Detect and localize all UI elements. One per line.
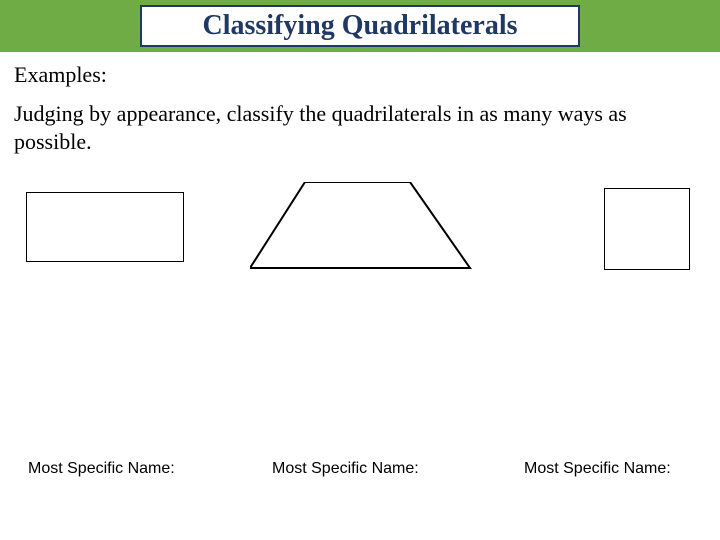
shape-square [604, 188, 690, 275]
title-bar: Classifying Quadrilaterals [0, 0, 720, 52]
shape-rectangle [26, 192, 184, 267]
specific-name-label-1: Most Specific Name: [28, 460, 175, 478]
content-area: Examples: Judging by appearance, classif… [0, 52, 720, 155]
shapes-row [0, 182, 720, 302]
examples-heading: Examples: [14, 62, 706, 88]
shape-trapezoid [250, 182, 472, 275]
trapezoid-polygon [250, 182, 470, 268]
instruction-text: Judging by appearance, classify the quad… [14, 100, 706, 155]
specific-name-label-2: Most Specific Name: [272, 460, 419, 478]
rectangle-polygon [26, 192, 184, 262]
title-inner-box: Classifying Quadrilaterals [140, 5, 579, 47]
page-title: Classifying Quadrilaterals [202, 10, 517, 41]
specific-name-label-3: Most Specific Name: [524, 460, 671, 478]
square-polygon [604, 188, 690, 270]
